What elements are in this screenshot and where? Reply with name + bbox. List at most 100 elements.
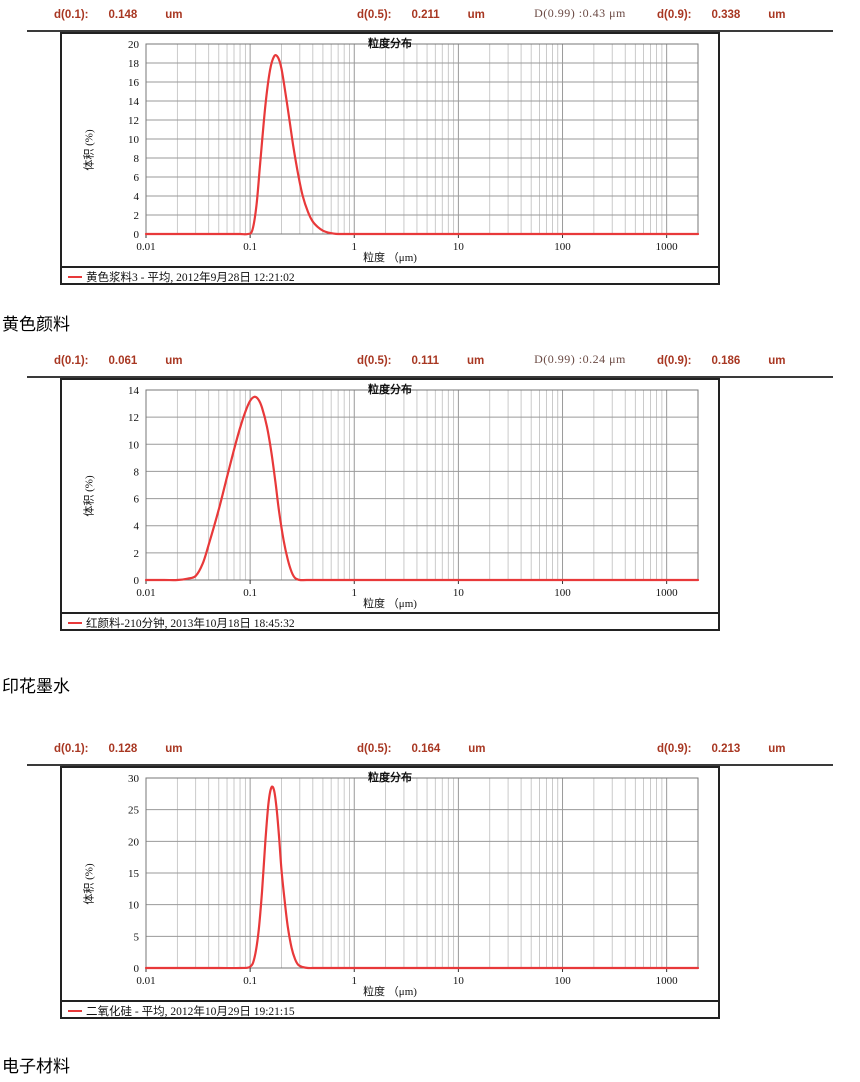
chart-block: D(0.99) :0.24 μm d(0.1): 0.061 um d(0.5): 0.1… [0, 352, 860, 631]
stat-label: d(0.9): [657, 743, 692, 755]
x-tick-label: 1 [352, 587, 358, 599]
y-tick-label: 25 [128, 805, 140, 817]
stat-unit: um [165, 9, 183, 21]
distribution-curve [144, 54, 700, 236]
y-tick-label: 10 [128, 900, 140, 912]
x-axis-label: 粒度 （μm) [363, 986, 417, 998]
y-tick-label: 6 [134, 494, 140, 506]
stat-label: d(0.9): [657, 9, 692, 21]
stat-value: 0.061 [108, 355, 138, 367]
chart-frame: 粒度分布 体积 (%) 0 5 10 15 20 25 30 0.01 0.1 1 10 100 1000… [60, 766, 720, 1019]
chart-frame: 粒度分布 体积 (%) 0 2 4 6 8 10 12 14 16 18 20 0.01 0.1 1 10 10… [60, 32, 720, 285]
chart-legend: 黄色浆料3 - 平均, 2012年9月28日 12:21:02 [62, 266, 718, 284]
stat-unit: um [467, 9, 485, 21]
stat-label: d(0.9): [657, 355, 692, 367]
stat-label: d(0.5): [357, 743, 392, 755]
y-tick-label: 5 [134, 931, 140, 943]
stats-row: d(0.1): 0.148 um d(0.5): 0.211 um d(0.9): 0.338… [27, 6, 833, 32]
y-tick-label: 18 [128, 58, 140, 70]
y-tick-label: 14 [128, 385, 140, 397]
stat-d50: d(0.5): 0.211 um [357, 9, 485, 21]
stats-row: d(0.1): 0.061 um d(0.5): 0.111 um d(0.9): 0.186… [27, 352, 833, 378]
legend-label: 红颜料-210分钟, 2013年10月18日 18:45:32 [86, 618, 295, 630]
x-tick-label: 1 [352, 975, 358, 987]
stat-value: 0.211 [411, 9, 440, 21]
stat-value: 0.186 [711, 355, 741, 367]
stat-value: 0.111 [411, 355, 440, 367]
stat-unit: um [768, 355, 786, 367]
y-tick-label: 14 [128, 96, 140, 108]
stat-label: d(0.1): [54, 9, 89, 21]
x-axis-label: 粒度 （μm) [363, 598, 417, 610]
d99-readout: D(0.99) :0.24 μm [0, 352, 860, 368]
d99-text: D(0.99) :0.24 μm [534, 352, 626, 366]
stat-d90: d(0.9): 0.186 um [657, 355, 786, 367]
legend-label: 黄色浆料3 - 平均, 2012年9月28日 12:21:02 [86, 272, 295, 284]
x-tick-label: 10 [453, 975, 465, 987]
distribution-curve [144, 785, 700, 970]
y-tick-label: 20 [128, 836, 140, 848]
y-tick-label: 12 [128, 412, 139, 424]
x-tick-label: 0.1 [243, 975, 257, 987]
stat-d10: d(0.1): 0.061 um [54, 355, 183, 367]
legend-color-swatch-icon [68, 622, 82, 624]
stat-label: d(0.5): [357, 355, 392, 367]
x-tick-label: 0.1 [243, 587, 257, 599]
chart-plot-area: 粒度分布 体积 (%) 0 2 4 6 8 10 12 14 16 18 20 0.01 0.1 1 10 10… [62, 34, 718, 266]
chart-block: d(0.1): 0.128 um d(0.5): 0.164 um d(0.9): 0.213… [0, 740, 860, 1019]
y-tick-label: 0 [134, 575, 140, 587]
chart-title: 粒度分布 [368, 772, 412, 784]
y-tick-label: 0 [134, 229, 140, 241]
chart-caption: 电子材料 [2, 1057, 70, 1076]
plot-svg: 0 5 10 15 20 25 30 0.01 0.1 1 10 100 1000 [128, 773, 700, 987]
y-tick-label: 2 [134, 210, 140, 222]
legend-label: 二氧化硅 - 平均, 2012年10月29日 19:21:15 [86, 1006, 295, 1018]
chart-title: 粒度分布 [368, 38, 412, 50]
d99-text: D(0.99) :0.43 μm [534, 6, 626, 20]
chart-legend: 红颜料-210分钟, 2013年10月18日 18:45:32 [62, 612, 718, 630]
chart-plot-area: 粒度分布 体积 (%) 0 2 4 6 8 10 12 14 0.01 0.1 1 10 100 1000 … [62, 380, 718, 612]
x-tick-label: 0.01 [136, 241, 155, 253]
y-tick-label: 4 [134, 191, 140, 203]
y-tick-label: 20 [128, 39, 140, 51]
y-tick-label: 15 [128, 868, 140, 880]
chart-block: D(0.99) :0.43 μm d(0.1): 0.148 um d(0.5): 0.2… [0, 6, 860, 285]
stat-d50: d(0.5): 0.164 um [357, 743, 486, 755]
y-tick-label: 10 [128, 439, 140, 451]
x-tick-label: 10 [453, 587, 465, 599]
stat-label: d(0.1): [54, 355, 89, 367]
stat-d10: d(0.1): 0.148 um [54, 9, 183, 21]
stats-row: d(0.1): 0.128 um d(0.5): 0.164 um d(0.9): 0.213… [27, 740, 833, 766]
x-tick-label: 100 [554, 241, 571, 253]
legend-color-swatch-icon [68, 276, 82, 278]
y-tick-label: 16 [128, 77, 140, 89]
y-tick-label: 30 [128, 773, 140, 785]
x-tick-label: 0.01 [136, 975, 155, 987]
y-tick-label: 8 [134, 153, 140, 165]
y-tick-label: 10 [128, 134, 140, 146]
y-tick-label: 2 [134, 548, 140, 560]
y-tick-label: 4 [134, 521, 140, 533]
x-tick-label: 1 [352, 241, 358, 253]
plot-svg: 0 2 4 6 8 10 12 14 0.01 0.1 1 10 100 1000 [128, 385, 700, 599]
stat-unit: um [467, 355, 485, 367]
stat-d90: d(0.9): 0.213 um [657, 743, 786, 755]
stat-value: 0.338 [711, 9, 741, 21]
legend-color-swatch-icon [68, 1010, 82, 1012]
y-tick-label: 6 [134, 172, 140, 184]
chart-caption: 印花墨水 [2, 677, 70, 696]
x-tick-label: 100 [554, 975, 571, 987]
stat-d50: d(0.5): 0.111 um [357, 355, 484, 367]
x-tick-label: 100 [554, 587, 571, 599]
chart-frame: 粒度分布 体积 (%) 0 2 4 6 8 10 12 14 0.01 0.1 1 10 100 1000 … [60, 378, 720, 631]
y-tick-label: 12 [128, 115, 139, 127]
stat-label: d(0.5): [357, 9, 392, 21]
chart-legend: 二氧化硅 - 平均, 2012年10月29日 19:21:15 [62, 1000, 718, 1018]
stat-value: 0.128 [108, 743, 138, 755]
chart-title: 粒度分布 [368, 384, 412, 396]
x-tick-label: 0.01 [136, 587, 155, 599]
x-axis-label: 粒度 （μm) [363, 252, 417, 264]
stat-value: 0.164 [411, 743, 441, 755]
stat-unit: um [165, 743, 183, 755]
